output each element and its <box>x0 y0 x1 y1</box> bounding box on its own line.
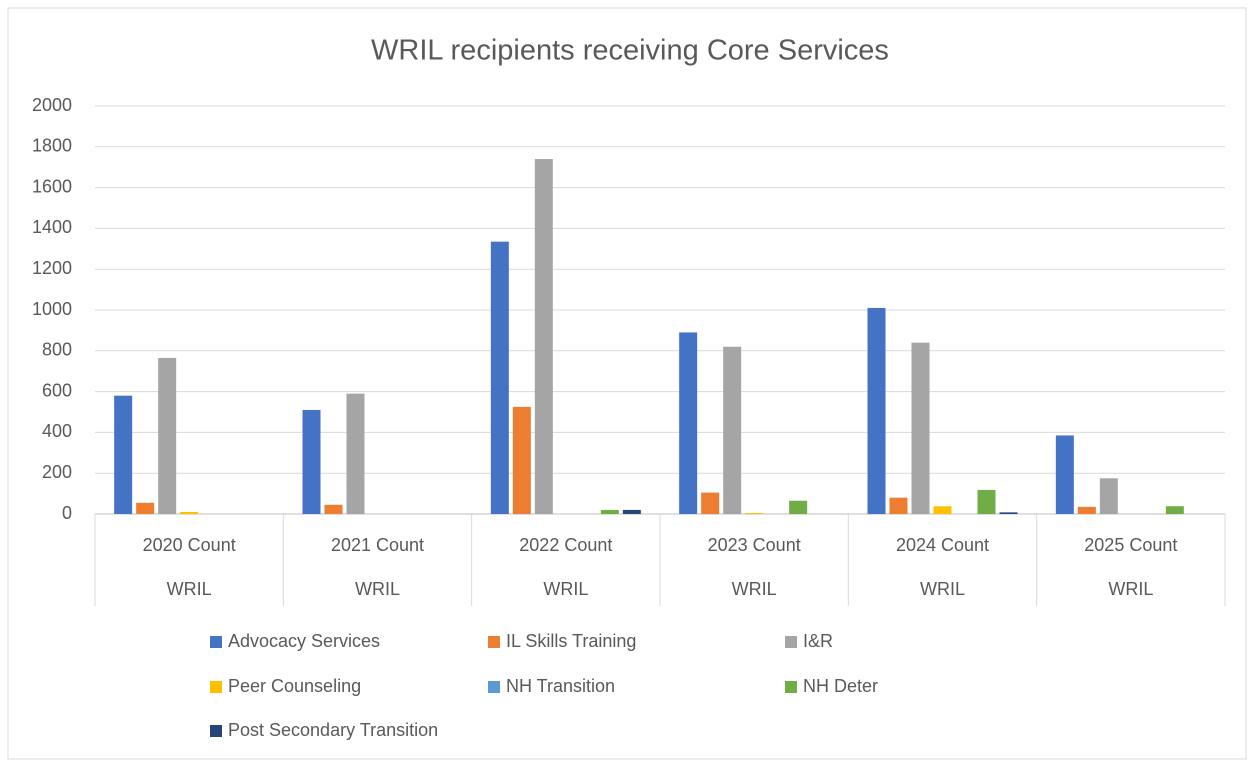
bar <box>534 159 553 515</box>
bar <box>1099 478 1118 514</box>
legend-swatch <box>210 725 222 737</box>
bar <box>723 346 742 514</box>
legend-swatch <box>210 636 222 648</box>
bar <box>679 332 698 514</box>
chart-title: WRIL recipients receiving Core Services <box>371 35 889 67</box>
x-subcategory-label: WRIL <box>355 579 400 599</box>
bar <box>114 395 133 514</box>
y-tick-label: 1800 <box>32 136 72 156</box>
bar <box>911 342 930 514</box>
legend-label: IL Skills Training <box>506 631 636 651</box>
y-tick-label: 1200 <box>32 258 72 278</box>
y-tick-label: 2000 <box>32 95 72 115</box>
legend-label: Advocacy Services <box>228 631 380 651</box>
legend-label: NH Deter <box>803 676 878 696</box>
bar <box>977 489 996 514</box>
bar <box>622 509 641 514</box>
x-tick-label: 2022 Count <box>519 535 612 555</box>
x-tick-label: 2024 Count <box>896 535 989 555</box>
legend-label: Peer Counseling <box>228 676 361 696</box>
x-tick-label: 2023 Count <box>708 535 801 555</box>
y-tick-label: 1400 <box>32 217 72 237</box>
bar <box>1055 435 1074 514</box>
bar <box>490 241 509 514</box>
bar <box>889 497 908 514</box>
y-tick-label: 600 <box>42 380 72 400</box>
x-subcategory-label: WRIL <box>920 579 965 599</box>
legend-label: NH Transition <box>506 676 615 696</box>
y-tick-label: 800 <box>42 340 72 360</box>
legend-swatch <box>488 636 500 648</box>
x-subcategory-label: WRIL <box>543 579 588 599</box>
bar <box>867 307 886 514</box>
y-tick-label: 400 <box>42 421 72 441</box>
bar <box>999 512 1018 514</box>
bar <box>324 504 343 514</box>
legend-swatch <box>488 681 500 693</box>
x-subcategory-label: WRIL <box>732 579 777 599</box>
chart-border <box>7 7 1247 760</box>
bar <box>789 500 808 514</box>
x-tick-label: 2020 Count <box>143 535 236 555</box>
bar <box>302 409 321 514</box>
legend-label: I&R <box>803 631 833 651</box>
x-subcategory-label: WRIL <box>1108 579 1153 599</box>
bar <box>1077 506 1096 514</box>
bar <box>136 502 155 514</box>
y-tick-label: 200 <box>42 462 72 482</box>
bar <box>512 406 531 514</box>
bar <box>346 393 365 514</box>
bar <box>158 357 177 514</box>
bar <box>1165 506 1184 514</box>
legend-swatch <box>785 681 797 693</box>
y-tick-label: 0 <box>62 503 72 523</box>
x-subcategory-label: WRIL <box>167 579 212 599</box>
x-tick-label: 2025 Count <box>1084 535 1177 555</box>
legend-label: Post Secondary Transition <box>228 720 438 740</box>
legend-swatch <box>785 636 797 648</box>
bar <box>600 509 619 514</box>
y-tick-label: 1000 <box>32 299 72 319</box>
y-tick-label: 1600 <box>32 176 72 196</box>
bar <box>933 506 952 514</box>
legend-swatch <box>210 681 222 693</box>
bar <box>180 511 199 514</box>
bar <box>745 512 764 514</box>
x-tick-label: 2021 Count <box>331 535 424 555</box>
bar <box>701 492 720 514</box>
